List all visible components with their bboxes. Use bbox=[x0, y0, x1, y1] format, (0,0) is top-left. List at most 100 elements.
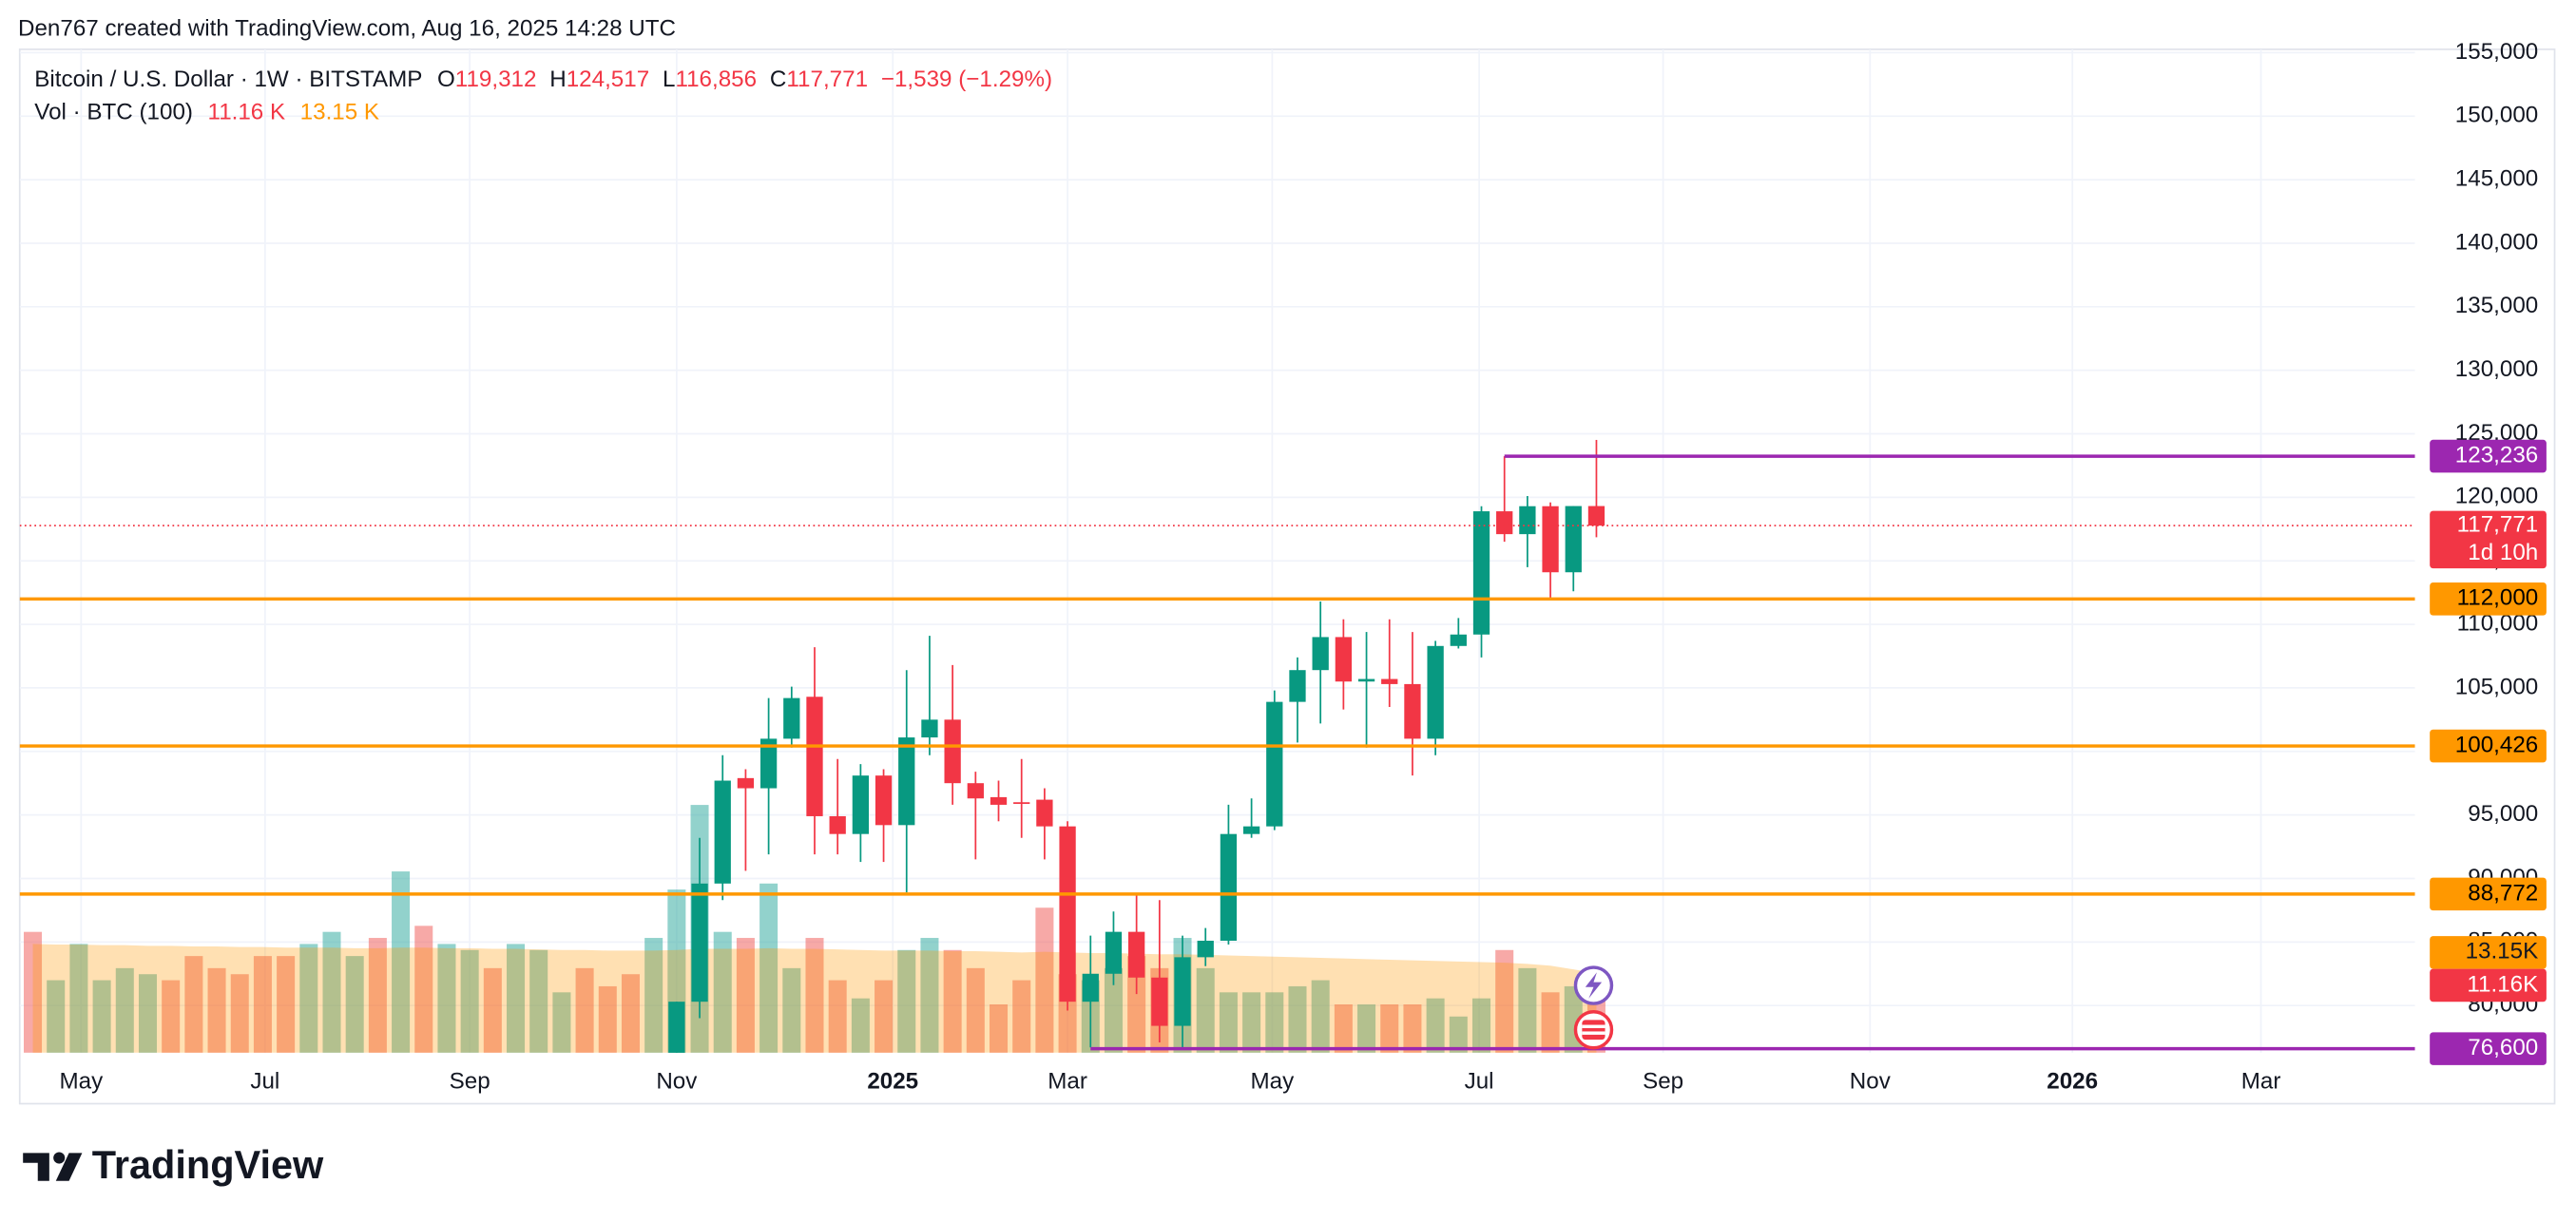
price-label-box bbox=[2430, 582, 2547, 616]
candle-body bbox=[1242, 826, 1260, 834]
volume-bar bbox=[322, 931, 341, 1053]
volume-last-label: 11.16K bbox=[2467, 971, 2538, 997]
volume-bar bbox=[299, 944, 318, 1053]
candle-body bbox=[1587, 506, 1605, 526]
price-label-box bbox=[2430, 729, 2547, 763]
candle-body bbox=[990, 796, 1008, 805]
volume-bar bbox=[598, 985, 617, 1053]
legend-volume-line: Vol · BTC (100) 11.16 K 13.15 K bbox=[34, 100, 379, 125]
volume-ma-area bbox=[32, 944, 1597, 1053]
y-tick-label: 105,000 bbox=[2455, 674, 2538, 699]
logo: TradingView bbox=[23, 1142, 324, 1187]
candle-body bbox=[1427, 645, 1444, 739]
volume-bar bbox=[345, 956, 364, 1053]
x-tick-label: Mar bbox=[2241, 1068, 2281, 1094]
volume-bar bbox=[507, 944, 526, 1053]
candle-layer bbox=[668, 439, 1605, 1053]
price-label-box bbox=[2430, 877, 2547, 911]
chart-frame bbox=[18, 48, 2556, 1105]
volume-bar bbox=[1426, 998, 1445, 1053]
y-tick-label: 95,000 bbox=[2468, 801, 2538, 827]
candle-body bbox=[875, 775, 893, 826]
volume-bar bbox=[1357, 1004, 1376, 1053]
attribution: Den767 created with TradingView.com, Aug… bbox=[18, 16, 676, 42]
candle-body bbox=[714, 780, 731, 884]
price-label-box bbox=[2430, 968, 2547, 1002]
volume-bar bbox=[1127, 956, 1146, 1053]
volume-bar bbox=[875, 980, 894, 1053]
candle-body bbox=[1450, 634, 1467, 646]
legend-volume-ma: 13.15 K bbox=[300, 100, 379, 125]
event-icon-glyph bbox=[1582, 1024, 1605, 1028]
candle-body bbox=[967, 783, 984, 799]
volume-bar bbox=[1472, 998, 1491, 1053]
price-label-layer: 123,236 112,000 100,426 88,772 76,600 117,771… bbox=[2430, 439, 2547, 1065]
volume-bar bbox=[828, 980, 847, 1053]
event-icons bbox=[1573, 965, 1614, 1050]
level-layer bbox=[19, 454, 2415, 1051]
legend-symbol-line: Bitcoin / U.S. Dollar · 1W · BITSTAMP O11… bbox=[34, 67, 1052, 92]
volume-bar bbox=[1518, 967, 1537, 1053]
volume-bar bbox=[368, 938, 387, 1053]
x-tick-label: May bbox=[1251, 1068, 1296, 1094]
candle-body bbox=[1335, 637, 1353, 682]
candle-body bbox=[1404, 683, 1421, 739]
candle-body bbox=[691, 883, 708, 1002]
volume-bar bbox=[92, 980, 111, 1053]
event-icon-glyph bbox=[1582, 1020, 1605, 1041]
volume-bar bbox=[759, 883, 779, 1053]
legend-value: 116,856 bbox=[675, 67, 757, 92]
event-icon-glyph bbox=[1585, 972, 1603, 999]
y-tick-label: 120,000 bbox=[2455, 484, 2538, 509]
candle-body bbox=[921, 719, 938, 738]
price-label-box bbox=[2430, 1032, 2547, 1065]
volume-bar bbox=[644, 938, 663, 1053]
level-label: 123,236 bbox=[2455, 442, 2538, 468]
last-price-label: 117,771 bbox=[2457, 512, 2539, 538]
volume-bar bbox=[184, 956, 203, 1053]
x-tick-label: 2025 bbox=[867, 1068, 918, 1094]
volume-bar bbox=[138, 974, 157, 1053]
volume-bar bbox=[1311, 980, 1330, 1053]
volume-bar bbox=[483, 967, 502, 1053]
legend-key: C bbox=[770, 67, 786, 92]
logo-mark bbox=[53, 1152, 66, 1164]
level-label: 100,426 bbox=[2455, 732, 2538, 757]
candle-body bbox=[1059, 826, 1076, 1002]
level-label: 76,600 bbox=[2468, 1035, 2538, 1060]
volume-bar bbox=[736, 938, 755, 1053]
volume-bar bbox=[1219, 992, 1238, 1053]
level-label: 88,772 bbox=[2468, 880, 2538, 906]
volume-bar bbox=[253, 956, 272, 1053]
legend-key: H bbox=[549, 67, 566, 92]
y-tick-label: 140,000 bbox=[2455, 229, 2538, 255]
volume-bar bbox=[920, 938, 939, 1053]
volume-bar bbox=[47, 980, 66, 1053]
candle-body bbox=[1357, 678, 1375, 682]
volume-bar bbox=[460, 949, 479, 1053]
price-label-box bbox=[2430, 936, 2547, 969]
legend-key: O bbox=[437, 67, 455, 92]
countdown-label: 1d 10h bbox=[2468, 540, 2538, 565]
y-tick-label: 145,000 bbox=[2455, 165, 2538, 191]
price-label-box bbox=[2430, 439, 2547, 473]
volume-bar bbox=[207, 967, 226, 1053]
event-icon-glyph bbox=[1582, 1031, 1605, 1035]
price-label-box bbox=[2430, 510, 2547, 569]
candle-body bbox=[1013, 802, 1030, 804]
candle-body bbox=[1082, 973, 1099, 1002]
volume-ma-label: 13.15K bbox=[2466, 939, 2539, 964]
volume-bar bbox=[1196, 967, 1215, 1053]
volume-bar bbox=[713, 931, 732, 1053]
candle-body bbox=[806, 697, 823, 816]
candle-body bbox=[1289, 670, 1306, 702]
legend-value: 117,771 bbox=[786, 67, 868, 92]
volume-bar bbox=[990, 1004, 1009, 1053]
volume-bar bbox=[1242, 992, 1261, 1053]
x-tick-label: Sep bbox=[450, 1068, 490, 1094]
x-tick-label: May bbox=[59, 1068, 104, 1094]
volume-bar bbox=[1495, 949, 1514, 1053]
volume-bar bbox=[277, 956, 296, 1053]
volume-bar bbox=[1380, 1004, 1399, 1053]
